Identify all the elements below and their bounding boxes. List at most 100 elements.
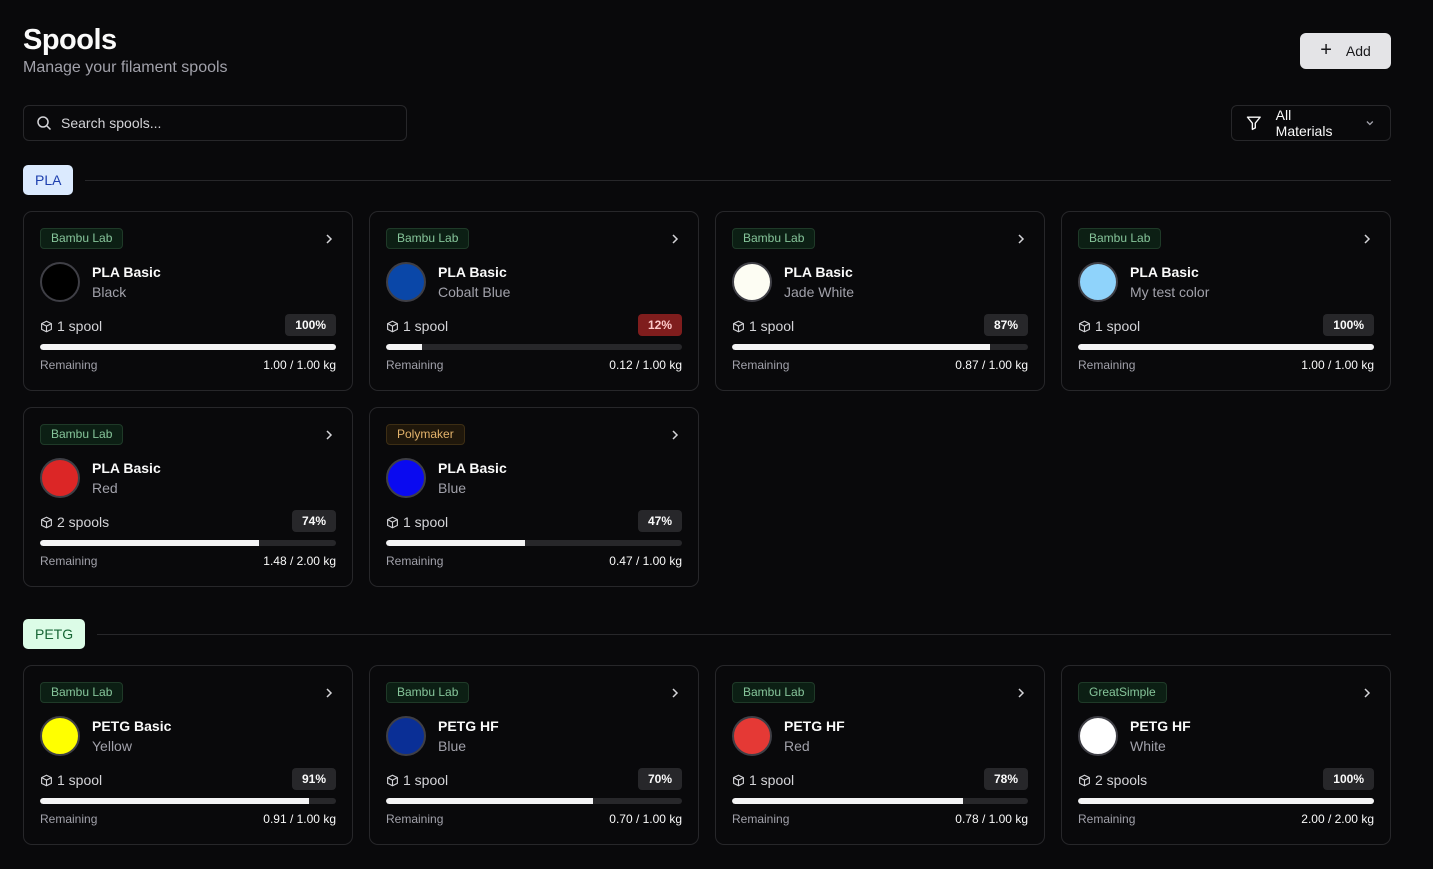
remaining-progress-bar <box>1078 344 1374 350</box>
material-filter-select[interactable]: All Materials <box>1231 105 1391 141</box>
chevron-right-icon[interactable] <box>1016 686 1026 704</box>
spool-count: 1 spool <box>732 318 794 334</box>
spool-count: 1 spool <box>1078 318 1140 334</box>
search-input[interactable] <box>61 115 381 131</box>
brand-badge: Polymaker <box>386 424 465 445</box>
spool-card[interactable]: Bambu Lab PETG HF Blue 1 spool 70% Remai… <box>369 665 699 845</box>
remaining-progress-bar <box>40 798 336 804</box>
chevron-right-icon[interactable] <box>1362 686 1372 704</box>
remaining-value: 1.00 / 1.00 kg <box>263 358 336 372</box>
filament-name: PLA Basic <box>92 460 161 476</box>
color-name: Red <box>784 738 810 754</box>
package-icon <box>732 774 745 787</box>
chevron-right-icon[interactable] <box>324 428 334 446</box>
spool-card[interactable]: Bambu Lab PLA Basic Red 2 spools 74% Rem… <box>23 407 353 587</box>
progress-fill <box>732 798 963 804</box>
spool-count-text: 2 spools <box>1095 772 1148 788</box>
progress-fill <box>40 540 260 546</box>
color-swatch <box>732 262 772 302</box>
remaining-progress-bar <box>386 798 682 804</box>
spool-count-text: 1 spool <box>403 318 449 334</box>
remaining-label: Remaining <box>40 554 98 568</box>
brand-badge: Bambu Lab <box>40 682 124 703</box>
progress-fill <box>386 540 526 546</box>
package-icon <box>386 774 399 787</box>
brand-badge: Bambu Lab <box>732 228 816 249</box>
percent-badge: 12% <box>637 314 682 336</box>
filter-icon <box>1246 116 1261 131</box>
chevron-right-icon[interactable] <box>1362 232 1372 250</box>
progress-fill <box>1078 344 1374 350</box>
filament-name: PETG HF <box>438 718 499 734</box>
color-name: Jade White <box>784 284 855 300</box>
color-swatch <box>40 262 80 302</box>
filament-name: PLA Basic <box>784 264 853 280</box>
add-spool-button[interactable]: + Add <box>1300 33 1391 69</box>
spool-count-text: 1 spool <box>403 772 449 788</box>
brand-badge: GreatSimple <box>1078 682 1167 703</box>
chevron-down-icon <box>1366 121 1374 126</box>
color-name: Red <box>92 480 118 496</box>
page-title: Spools <box>23 24 117 56</box>
remaining-label: Remaining <box>1078 358 1136 372</box>
spool-card[interactable]: Polymaker PLA Basic Blue 1 spool 47% Rem… <box>369 407 699 587</box>
chevron-right-icon[interactable] <box>1016 232 1026 250</box>
progress-fill <box>386 798 594 804</box>
remaining-value: 0.91 / 1.00 kg <box>263 812 336 826</box>
remaining-progress-bar <box>40 540 336 546</box>
color-name: Black <box>92 284 127 300</box>
filament-name: PLA Basic <box>1130 264 1199 280</box>
remaining-progress-bar <box>732 798 1028 804</box>
color-name: Yellow <box>92 738 132 754</box>
percent-badge: 78% <box>983 768 1028 790</box>
remaining-progress-bar <box>40 344 336 350</box>
spool-card[interactable]: Bambu Lab PLA Basic My test color 1 spoo… <box>1061 211 1391 391</box>
package-icon <box>386 516 399 529</box>
chevron-right-icon[interactable] <box>670 428 680 446</box>
spool-card[interactable]: Bambu Lab PLA Basic Black 1 spool 100% R… <box>23 211 353 391</box>
remaining-progress-bar <box>386 540 682 546</box>
chevron-right-icon[interactable] <box>324 232 334 250</box>
package-icon <box>40 516 53 529</box>
remaining-progress-bar <box>732 344 1028 350</box>
filament-name: PETG HF <box>1130 718 1191 734</box>
spool-count: 1 spool <box>386 318 448 334</box>
plus-icon: + <box>1320 39 1332 61</box>
spool-card[interactable]: Bambu Lab PETG HF Red 1 spool 78% Remain… <box>715 665 1045 845</box>
brand-badge: Bambu Lab <box>40 424 124 445</box>
color-name: Blue <box>438 738 467 754</box>
filament-name: PETG Basic <box>92 718 172 734</box>
spool-card[interactable]: Bambu Lab PETG Basic Yellow 1 spool 91% … <box>23 665 353 845</box>
section-header: PETG <box>23 619 1391 649</box>
percent-badge: 100% <box>1323 768 1374 790</box>
spool-card[interactable]: Bambu Lab PLA Basic Cobalt Blue 1 spool … <box>369 211 699 391</box>
spool-card[interactable]: GreatSimple PETG HF White 2 spools 100% … <box>1061 665 1391 845</box>
remaining-value: 0.47 / 1.00 kg <box>609 554 682 568</box>
color-swatch <box>386 262 426 302</box>
percent-badge: 91% <box>291 768 336 790</box>
package-icon <box>1078 774 1091 787</box>
color-swatch <box>1078 716 1118 756</box>
package-icon <box>40 320 53 333</box>
spool-count: 1 spool <box>40 318 102 334</box>
section-divider <box>85 179 1391 181</box>
material-badge: PLA <box>23 165 74 195</box>
spool-count: 2 spools <box>1078 772 1147 788</box>
chevron-right-icon[interactable] <box>324 686 334 704</box>
remaining-value: 0.87 / 1.00 kg <box>955 358 1028 372</box>
chevron-right-icon[interactable] <box>670 232 680 250</box>
spool-count: 1 spool <box>386 514 448 530</box>
filament-name: PETG HF <box>784 718 845 734</box>
remaining-label: Remaining <box>386 812 444 826</box>
spool-card[interactable]: Bambu Lab PLA Basic Jade White 1 spool 8… <box>715 211 1045 391</box>
spool-count-text: 1 spool <box>749 318 795 334</box>
progress-fill <box>386 344 422 350</box>
brand-badge: Bambu Lab <box>386 228 470 249</box>
spool-count-text: 1 spool <box>749 772 795 788</box>
remaining-value: 2.00 / 2.00 kg <box>1301 812 1374 826</box>
percent-badge: 70% <box>637 768 682 790</box>
remaining-value: 1.48 / 2.00 kg <box>263 554 336 568</box>
spool-count-text: 2 spools <box>57 514 110 530</box>
progress-fill <box>40 344 336 350</box>
chevron-right-icon[interactable] <box>670 686 680 704</box>
